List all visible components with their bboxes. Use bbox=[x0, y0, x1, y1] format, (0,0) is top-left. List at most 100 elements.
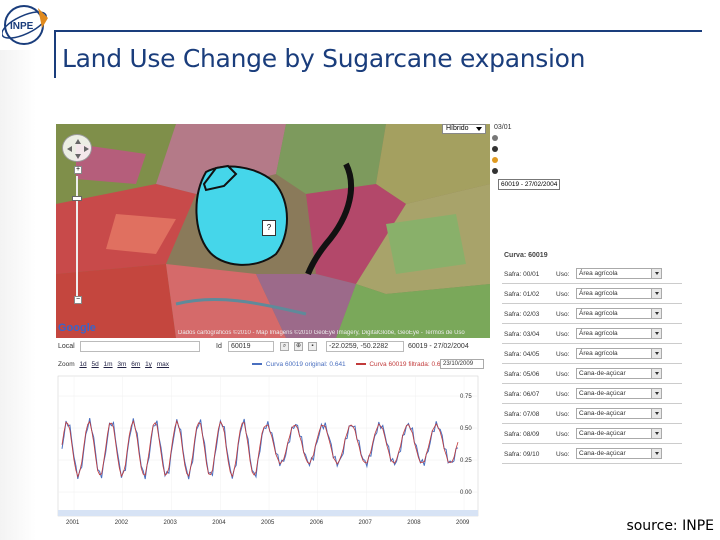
safra-row: Safra: 02/03 Uso: Área agrícola bbox=[502, 304, 682, 324]
safra-label: Safra: 03/04 bbox=[504, 331, 540, 338]
safra-label: Safra: 02/03 bbox=[504, 311, 540, 318]
radio-icon[interactable] bbox=[492, 135, 498, 141]
safra-row: Safra: 07/08 Uso: Cana-de-açúcar bbox=[502, 404, 682, 424]
legend-item-filtered[interactable]: Curva 60019 filtrada: 0.611 bbox=[355, 361, 448, 368]
safra-row: Safra: 03/04 Uso: Área agrícola bbox=[502, 324, 682, 344]
safra-row: Safra: 09/10 Uso: Cana-de-açúcar bbox=[502, 444, 682, 464]
chart-zoom-controls: Zoom 1d 5d 1m 3m 6m 1y max bbox=[58, 361, 172, 368]
land-use-select[interactable]: Área agrícola bbox=[576, 308, 662, 319]
land-use-value: Área agrícola bbox=[579, 310, 618, 317]
land-use-select[interactable]: Área agrícola bbox=[576, 348, 662, 359]
legend-label: Curva 60019 original: 0.641 bbox=[265, 361, 346, 368]
range-selector[interactable] bbox=[58, 510, 478, 516]
chevron-down-icon bbox=[655, 392, 659, 395]
search-icon[interactable]: ⌕ bbox=[280, 342, 289, 351]
google-logo: Google bbox=[58, 322, 96, 334]
zoom-handle[interactable] bbox=[72, 196, 82, 201]
land-use-value: Área agrícola bbox=[579, 290, 618, 297]
uso-label: Uso: bbox=[556, 271, 570, 278]
local-input[interactable] bbox=[80, 341, 200, 352]
x-tick-label: 2004 bbox=[212, 520, 226, 526]
x-tick-label: 2008 bbox=[407, 520, 421, 526]
x-tick-label: 2007 bbox=[359, 520, 373, 526]
y-tick-label: 0.50 bbox=[460, 426, 472, 432]
uso-label: Uso: bbox=[556, 431, 570, 438]
land-use-select[interactable]: Cana-de-açúcar bbox=[576, 388, 662, 399]
chart-date-box[interactable]: 23/10/2009 bbox=[440, 359, 484, 369]
land-use-select[interactable]: Área agrícola bbox=[576, 268, 662, 279]
zoom-option-1m[interactable]: 1m bbox=[103, 361, 113, 368]
chevron-down-icon bbox=[655, 352, 659, 355]
chart-legend: Curva 60019 original: 0.641 Curva 60019 … bbox=[252, 361, 455, 368]
selected-date-box[interactable]: 60019 - 27/02/2004 bbox=[498, 179, 560, 190]
x-tick-label: 2001 bbox=[66, 520, 80, 526]
satellite-map[interactable] bbox=[56, 124, 490, 338]
map-type-select[interactable]: Híbrido bbox=[442, 124, 486, 134]
zoom-option-5d[interactable]: 5d bbox=[91, 361, 99, 368]
classification-panel: Curva: 60019 Safra: 00/01 Uso: Área agríco… bbox=[502, 246, 682, 466]
chevron-down-icon bbox=[655, 452, 659, 455]
safra-label: Safra: 01/02 bbox=[504, 291, 540, 298]
title-rule bbox=[54, 30, 702, 32]
land-use-select[interactable]: Cana-de-açúcar bbox=[576, 448, 662, 459]
legend-label: Curva 60019 filtrada: 0.611 bbox=[369, 361, 448, 368]
map-zoom-slider[interactable]: + − bbox=[72, 166, 82, 306]
radio-icon[interactable] bbox=[492, 146, 498, 152]
uso-label: Uso: bbox=[556, 391, 570, 398]
x-tick-label: 2002 bbox=[115, 520, 129, 526]
zoom-to-icon[interactable]: ⊕ bbox=[294, 342, 303, 351]
land-use-value: Cana-de-açúcar bbox=[579, 450, 626, 457]
safra-row: Safra: 04/05 Uso: Área agrícola bbox=[502, 344, 682, 364]
land-use-select[interactable]: Área agrícola bbox=[576, 288, 662, 299]
zoom-out-button[interactable]: − bbox=[74, 296, 82, 304]
chevron-down-icon bbox=[655, 332, 659, 335]
zoom-in-button[interactable]: + bbox=[74, 166, 82, 174]
local-label: Local bbox=[58, 343, 75, 350]
land-use-value: Área agrícola bbox=[579, 330, 618, 337]
land-use-value: Cana-de-açúcar bbox=[579, 430, 626, 437]
land-use-select[interactable]: Cana-de-açúcar bbox=[576, 428, 662, 439]
radio-icon[interactable] bbox=[492, 168, 498, 174]
legend-item-original[interactable]: Curva 60019 original: 0.641 bbox=[252, 361, 346, 368]
chevron-down-icon bbox=[655, 372, 659, 375]
chart-header: Zoom 1d 5d 1m 3m 6m 1y max Curva 60019 o… bbox=[56, 358, 490, 372]
source-caption: source: INPE bbox=[626, 518, 714, 534]
inpe-logo: INPE bbox=[1, 2, 54, 48]
x-tick-label: 2003 bbox=[164, 520, 178, 526]
safra-label: Safra: 05/06 bbox=[504, 371, 540, 378]
svg-text:INPE: INPE bbox=[10, 21, 34, 32]
map-pan-control[interactable] bbox=[62, 134, 92, 162]
safra-label: Safra: 00/01 bbox=[504, 271, 540, 278]
zoom-option-6m[interactable]: 6m bbox=[131, 361, 141, 368]
x-tick-label: 2005 bbox=[261, 520, 275, 526]
zoom-option-max[interactable]: max bbox=[156, 361, 170, 368]
legend-swatch bbox=[252, 363, 262, 366]
curve-readout: 60019 - 27/02/2004 bbox=[408, 343, 469, 350]
land-use-select[interactable]: Cana-de-açúcar bbox=[576, 368, 662, 379]
zoom-option-3m[interactable]: 3m bbox=[117, 361, 127, 368]
safra-row: Safra: 06/07 Uso: Cana-de-açúcar bbox=[502, 384, 682, 404]
zoom-option-1d[interactable]: 1d bbox=[79, 361, 87, 368]
land-use-select[interactable]: Cana-de-açúcar bbox=[576, 408, 662, 419]
title-vertical-rule bbox=[54, 30, 56, 78]
id-input[interactable]: 60019 bbox=[228, 341, 274, 352]
land-use-value: Cana-de-açúcar bbox=[579, 370, 626, 377]
zoom-option-1y[interactable]: 1y bbox=[145, 361, 152, 368]
uso-label: Uso: bbox=[556, 331, 570, 338]
chevron-down-icon bbox=[655, 312, 659, 315]
save-icon[interactable]: ▪ bbox=[308, 342, 317, 351]
uso-label: Uso: bbox=[556, 311, 570, 318]
y-tick-label: 0.75 bbox=[460, 394, 472, 400]
chevron-down-icon bbox=[655, 432, 659, 435]
series-line-original bbox=[61, 418, 459, 480]
map-marker[interactable]: ? bbox=[262, 220, 276, 236]
time-series-chart[interactable]: Zoom 1d 5d 1m 3m 6m 1y max Curva 60019 o… bbox=[56, 358, 490, 526]
series-line-filtered bbox=[61, 419, 459, 478]
uso-label: Uso: bbox=[556, 291, 570, 298]
land-use-select[interactable]: Área agrícola bbox=[576, 328, 662, 339]
land-use-value: Cana-de-açúcar bbox=[579, 390, 626, 397]
x-tick-label: 2006 bbox=[310, 520, 324, 526]
map-date-label: 03/01 bbox=[494, 124, 512, 131]
radio-icon[interactable] bbox=[492, 157, 498, 163]
safra-label: Safra: 04/05 bbox=[504, 351, 540, 358]
